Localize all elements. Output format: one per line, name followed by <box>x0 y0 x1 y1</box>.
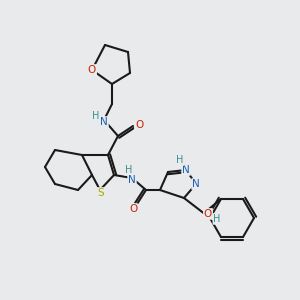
Text: O: O <box>135 120 143 130</box>
Text: H: H <box>125 165 133 175</box>
Text: N: N <box>128 175 136 185</box>
Text: N: N <box>192 179 200 189</box>
Text: N: N <box>100 117 108 127</box>
Text: O: O <box>88 65 96 75</box>
Text: H: H <box>176 155 184 165</box>
Text: O: O <box>204 209 212 219</box>
Text: N: N <box>182 165 190 175</box>
Text: H: H <box>213 214 221 224</box>
Text: S: S <box>98 188 104 198</box>
Text: H: H <box>92 111 100 121</box>
Text: O: O <box>129 204 137 214</box>
